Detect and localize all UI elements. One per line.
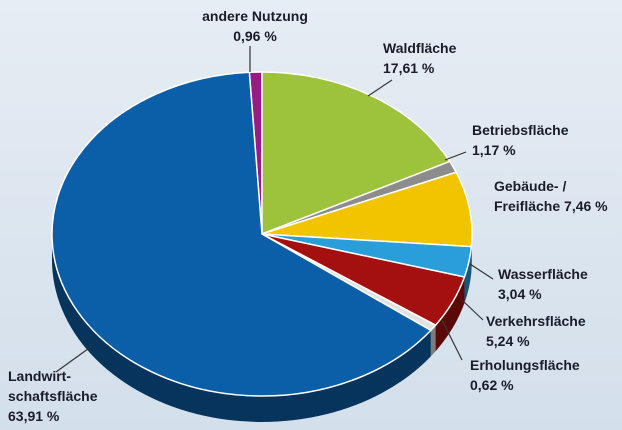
value-label: 17,61 % — [383, 60, 435, 76]
slice — [261, 171, 473, 248]
slice-label: Erholungsfläche 0,62 % — [470, 355, 580, 395]
category-label: Gebäude- / Freifläche — [494, 178, 567, 214]
pie-tops — [51, 71, 473, 397]
category-label: andere Nutzung — [202, 8, 308, 24]
slice-label: Betriebsfläche 1,17 % — [472, 120, 568, 160]
value-label: 0,62 % — [470, 377, 514, 393]
slice-label: Waldfläche 17,61 % — [383, 38, 456, 78]
category-label: Erholungsfläche — [470, 357, 580, 373]
slice-label: andere Nutzung 0,96 % — [200, 6, 310, 46]
category-label: Landwirt- schaftsfläche — [8, 368, 98, 404]
value-label: 63,91 % — [8, 408, 60, 424]
leader-line — [55, 345, 93, 373]
leader-line — [441, 319, 463, 361]
leader-line — [461, 299, 484, 321]
category-label: Waldfläche — [383, 40, 457, 56]
leader-line — [367, 79, 393, 97]
value-label: 5,24 % — [486, 333, 530, 349]
slice-label: Wasserfläche 3,04 % — [498, 264, 588, 304]
slice-side — [435, 277, 465, 352]
leader-line — [469, 263, 494, 280]
category-label: Betriebsfläche — [472, 122, 569, 138]
slice-side — [430, 325, 436, 357]
slice-label: Landwirt- schaftsfläche 63,91 % — [8, 366, 97, 426]
value-label: 0,96 % — [233, 28, 277, 44]
category-label: Wasserfläche — [498, 266, 588, 282]
slice-label: Verkehrsfläche 5,24 % — [486, 311, 586, 351]
value-label: 3,04 % — [498, 286, 542, 302]
slice — [261, 71, 451, 235]
leader-line — [444, 151, 467, 161]
slice — [51, 71, 432, 397]
value-label: 7,46 % — [564, 198, 608, 214]
category-label: Verkehrsfläche — [486, 313, 586, 329]
slice-label: Gebäude- / Freifläche 7,46 % — [494, 176, 622, 216]
value-label: 1,17 % — [472, 142, 516, 158]
slice-side — [52, 234, 431, 423]
